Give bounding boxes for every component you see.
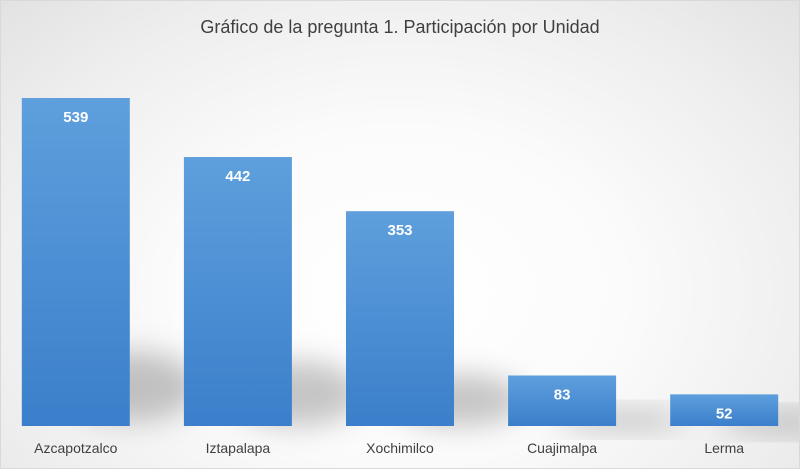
chart-title: Gráfico de la pregunta 1. Participación … bbox=[200, 17, 600, 37]
bar-cuajimalpa bbox=[508, 375, 617, 426]
data-label-iztapalapa: 442 bbox=[225, 168, 250, 185]
category-label-iztapalapa: Iztapalapa bbox=[206, 440, 271, 456]
category-label-lerma: Lerma bbox=[704, 440, 744, 456]
category-label-azcapotzalco: Azcapotzalco bbox=[34, 440, 117, 456]
bar-lerma bbox=[670, 394, 779, 426]
data-label-lerma: 52 bbox=[716, 405, 733, 422]
bar-azcapotzalco bbox=[21, 98, 130, 426]
category-label-cuajimalpa: Cuajimalpa bbox=[527, 440, 597, 456]
data-label-azcapotzalco: 539 bbox=[63, 109, 88, 126]
data-label-xochimilco: 353 bbox=[387, 222, 412, 239]
category-label-xochimilco: Xochimilco bbox=[366, 440, 434, 456]
category-labels: Azcapotzalco Iztapalapa Xochimilco Cuajimal… bbox=[34, 440, 744, 456]
bars bbox=[21, 98, 779, 426]
bar-iztapalapa bbox=[183, 157, 292, 426]
data-labels: 539 442 353 83 52 bbox=[63, 109, 732, 422]
data-label-cuajimalpa: 83 bbox=[554, 386, 571, 403]
bar-xochimilco bbox=[346, 211, 454, 426]
